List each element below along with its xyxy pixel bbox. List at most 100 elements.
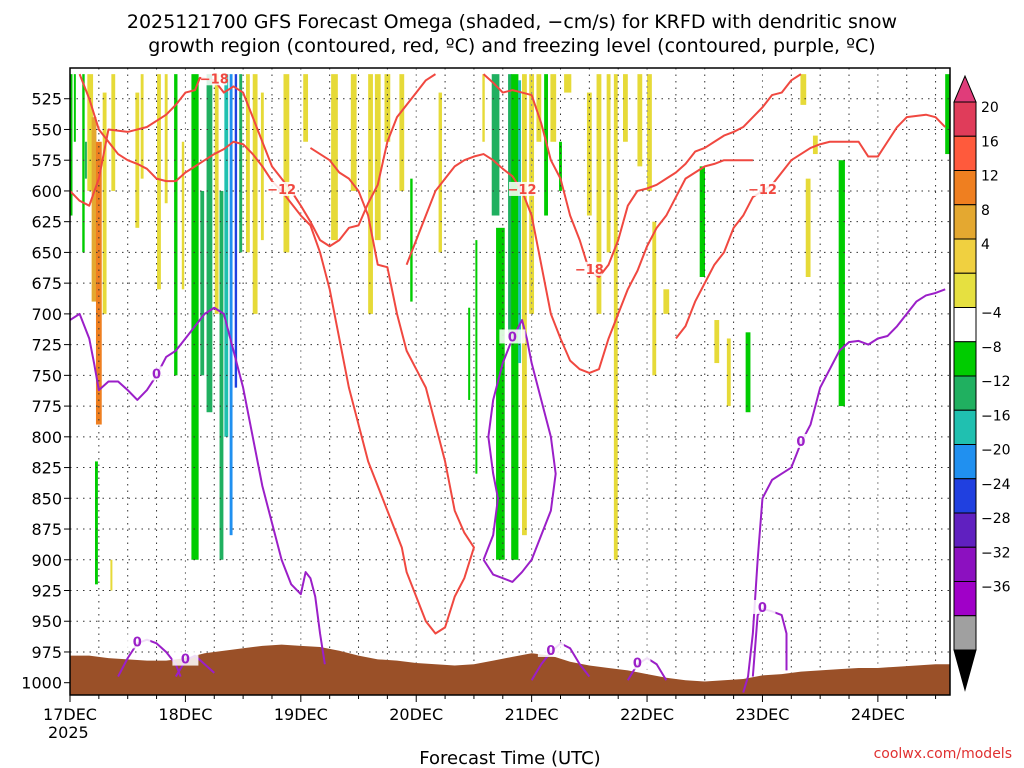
omega-cell <box>522 74 527 536</box>
contour-label-bg <box>787 433 814 448</box>
colorbar-swatch <box>953 615 977 651</box>
credit-link[interactable]: coolwx.com/models <box>874 746 1012 762</box>
colorbar-swatch <box>953 272 977 308</box>
freeze-contour-line <box>70 306 326 665</box>
omega-cell <box>283 74 290 253</box>
omega-cell <box>214 74 219 314</box>
contour-label: −18 <box>575 263 604 278</box>
y-tick-label: 825 <box>31 459 62 478</box>
contour-label-bg <box>509 181 536 196</box>
omega-cell <box>496 227 505 560</box>
y-tick-label: 575 <box>31 151 62 170</box>
x-tick-label: 23DEC <box>735 705 789 724</box>
contour-label: −12 <box>267 183 296 198</box>
omega-cell <box>135 92 140 228</box>
colorbar-label: 16 <box>981 134 999 150</box>
colorbar-swatch <box>953 170 977 206</box>
colorbar-swatch <box>953 307 977 343</box>
omega-cell <box>87 74 94 191</box>
y-tick-label: 650 <box>31 243 62 262</box>
omega-cell <box>726 338 731 407</box>
omega-cell <box>157 74 161 290</box>
contour-label-bg <box>624 655 651 670</box>
contour-label: 0 <box>633 656 642 671</box>
omega-cell <box>246 74 250 253</box>
contour-label: 0 <box>796 435 805 450</box>
contour-label-bg <box>576 261 603 276</box>
omega-cell <box>475 240 478 474</box>
omega-cell <box>399 74 405 191</box>
omega-cell <box>200 190 205 376</box>
omega-cell <box>374 74 381 241</box>
colorbar-label: −4 <box>981 306 1002 322</box>
omega-cell <box>73 74 76 142</box>
omega-cell <box>174 74 178 376</box>
contour-label-bg <box>124 634 151 649</box>
y-tick-label: 775 <box>31 397 62 416</box>
x-tick-label: 21DEC <box>505 705 559 724</box>
omega-cell <box>350 74 357 191</box>
colorbar-label: 12 <box>981 169 999 185</box>
omega-cell <box>613 74 618 560</box>
y-tick-label: 850 <box>31 489 62 508</box>
freeze-contour-line <box>742 288 946 693</box>
omega-cell <box>745 332 751 413</box>
y-axis-ticks: 525 550 575 600 625 650 675 700 725 750 775 800 825 8… <box>21 90 70 693</box>
colorbar-swatch <box>953 444 977 480</box>
contour-label: −12 <box>748 183 777 198</box>
colorbar-label: −8 <box>981 340 1002 356</box>
x-axis-ticks: 17DEC 18DEC 19DEC 20DEC 21DEC 22DEC 23DEC 24DEC <box>43 695 937 724</box>
contour-label-bg <box>749 599 776 614</box>
contour-label: 0 <box>508 330 517 345</box>
omega-cell <box>84 141 87 179</box>
contour-label: −12 <box>508 183 537 198</box>
omega-cell <box>550 74 557 142</box>
terrain-surface <box>70 644 950 695</box>
omega-cell <box>95 461 98 585</box>
x-tick-label: 17DEC <box>43 705 97 724</box>
colorbar-label: −36 <box>981 580 1011 596</box>
omega-cell <box>714 320 720 364</box>
omega-cell <box>219 190 224 560</box>
omega-cell <box>181 141 185 290</box>
colorbar-label: −12 <box>981 374 1011 390</box>
contour-label-bg <box>537 642 564 657</box>
x-axis-year-label: 2025 <box>48 723 89 742</box>
colorbar-swatch <box>953 478 977 514</box>
freeze-contour-line <box>482 319 557 583</box>
colorbar-swatch <box>953 375 977 411</box>
omega-cell <box>805 178 811 277</box>
y-tick-label: 975 <box>31 643 62 662</box>
contour-label: 0 <box>758 601 767 616</box>
colorbar-label: 8 <box>981 203 990 219</box>
omega-cell <box>536 74 542 142</box>
contour-label: 0 <box>546 644 555 659</box>
terrain-fill <box>70 644 950 695</box>
dgz-contour-line <box>482 73 802 278</box>
omega-cell <box>331 74 338 241</box>
colorbar-label: 20 <box>981 100 999 116</box>
colorbar-label: −20 <box>981 443 1011 459</box>
x-tick-label: 22DEC <box>620 705 674 724</box>
y-tick-label: 750 <box>31 366 62 385</box>
freezing-level-contours: 0 0 0 0 0 0 0 0 <box>70 288 946 693</box>
dendritic-growth-contours: −18 −18 −12 −12 −12 <box>70 71 946 635</box>
omega-cell <box>945 74 950 155</box>
omega-cell <box>652 221 657 376</box>
omega-cell <box>647 74 652 191</box>
colorbar-swatch <box>953 409 977 445</box>
y-tick-label: 700 <box>31 305 62 324</box>
colorbar-label: −24 <box>981 477 1011 493</box>
colorbar: 20 16 12 8 4 −4 −8 −12 −16 −20 −24 −28 −32 −36 <box>953 74 1011 692</box>
y-tick-label: 525 <box>31 90 62 109</box>
y-tick-label: 900 <box>31 551 62 570</box>
omega-cell <box>838 160 845 407</box>
omega-cell <box>511 74 519 560</box>
contour-label-bg <box>499 329 526 344</box>
plot-frame <box>69 67 951 696</box>
omega-cell <box>663 289 670 314</box>
omega-cell <box>508 74 512 339</box>
y-tick-label: 675 <box>31 274 62 293</box>
y-tick-label: 950 <box>31 612 62 631</box>
